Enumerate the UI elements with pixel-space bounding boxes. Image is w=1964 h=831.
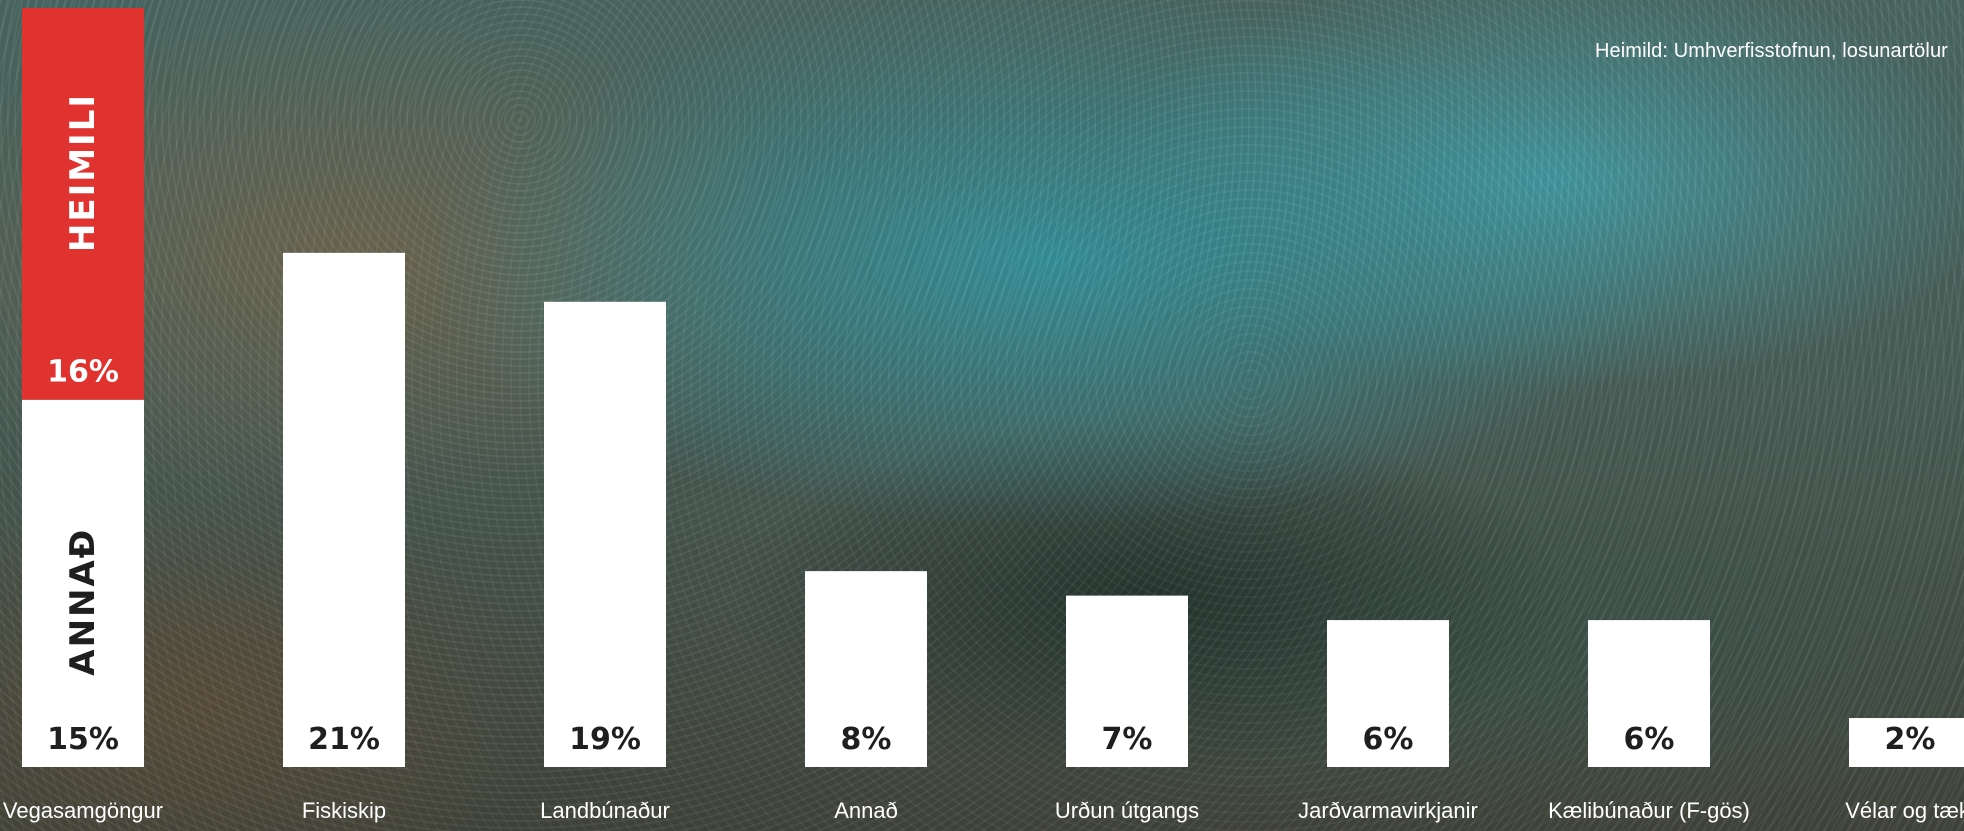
segment-label-heimili: HEIMILI [63,93,103,252]
bar-landbu-na-ur [544,301,666,767]
bar-jar-varmavirkjanir [1327,620,1449,767]
bar-fiskiskip [283,252,405,767]
value-label-k-libu-na-ur-f-go-s: 6% [1624,722,1675,757]
category-label-ve-lar-og-t-ki: Vélar og tæki [1845,798,1964,823]
bar-segment-heimili [22,8,144,400]
value-label-anna: 8% [841,722,892,757]
bar-anna [805,571,927,767]
category-label-fiskiskip: Fiskiskip [302,798,386,823]
category-label-k-libu-na-ur-f-go-s: Kælibúnaður (F-gös) [1548,798,1750,823]
segment-value-heimili: 16% [47,355,119,390]
bar-k-libu-na-ur-f-go-s [1588,620,1710,767]
category-label-landbu-na-ur: Landbúnaður [540,798,670,823]
value-label-landbu-na-ur: 19% [569,722,641,757]
value-label-ur-un-u-tgangs: 7% [1102,722,1153,757]
source-note: Heimild: Umhverfisstofnun, losunartölur [1595,40,1948,62]
bar-ur-un-u-tgangs [1066,595,1188,767]
category-label-vegasamgo-ngur: Vegasamgöngur [3,798,163,823]
category-label-jar-varmavirkjanir: Jarðvarmavirkjanir [1298,798,1478,823]
bar-segment-anna [22,399,144,767]
value-label-jar-varmavirkjanir: 6% [1363,722,1414,757]
segment-label-annad: ANNAÐ [63,528,103,676]
segment-value-annad: 15% [47,722,119,757]
bar-ve-lar-og-t-ki [1849,718,1964,767]
category-label-ur-un-u-tgangs: Urðun útgangs [1055,798,1199,823]
value-label-ve-lar-og-t-ki: 2% [1885,722,1936,757]
category-label-anna: Annað [834,798,898,823]
value-label-fiskiskip: 21% [308,722,380,757]
